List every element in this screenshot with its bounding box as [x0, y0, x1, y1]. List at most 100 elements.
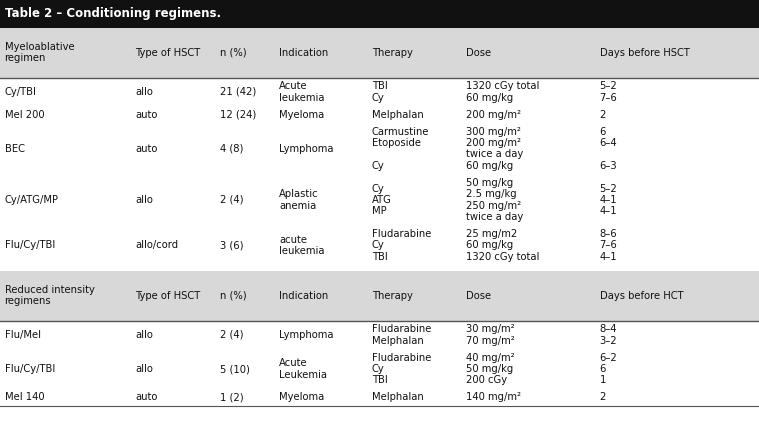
Bar — [0, 174, 759, 225]
Text: regimens: regimens — [5, 296, 51, 306]
Text: Cy: Cy — [372, 93, 385, 103]
Text: 4 (8): 4 (8) — [220, 144, 244, 154]
Text: 250 mg/m²: 250 mg/m² — [466, 201, 521, 211]
Text: Lymphoma: Lymphoma — [279, 330, 334, 340]
Text: 2 (4): 2 (4) — [220, 330, 244, 340]
Text: TBI: TBI — [372, 252, 388, 262]
Text: BEC: BEC — [5, 144, 24, 154]
Text: 140 mg/m²: 140 mg/m² — [466, 392, 521, 402]
Text: 40 mg/m²: 40 mg/m² — [466, 353, 515, 363]
Text: allo: allo — [135, 364, 153, 374]
Text: Cy: Cy — [372, 240, 385, 250]
Text: Myeloma: Myeloma — [279, 392, 325, 402]
Text: allo/cord: allo/cord — [135, 240, 178, 250]
Text: 4–1: 4–1 — [600, 195, 617, 205]
Text: Cy: Cy — [372, 184, 385, 194]
Text: 6–4: 6–4 — [600, 138, 617, 148]
Text: Cy: Cy — [372, 364, 385, 374]
Text: regimen: regimen — [5, 53, 46, 63]
Text: Dose: Dose — [466, 291, 491, 301]
Text: 7–6: 7–6 — [600, 240, 617, 250]
Text: 12 (24): 12 (24) — [220, 110, 257, 120]
Text: Table 2 – Conditioning regimens.: Table 2 – Conditioning regimens. — [5, 7, 222, 20]
Text: 200 mg/m²: 200 mg/m² — [466, 110, 521, 120]
Text: 6–3: 6–3 — [600, 161, 617, 171]
Text: Fludarabine: Fludarabine — [372, 353, 431, 363]
Text: 60 mg/kg: 60 mg/kg — [466, 240, 513, 250]
Text: ATG: ATG — [372, 195, 392, 205]
Text: allo: allo — [135, 195, 153, 205]
Text: Fludarabine: Fludarabine — [372, 229, 431, 239]
Text: 70 mg/m²: 70 mg/m² — [466, 336, 515, 346]
Text: 4–1: 4–1 — [600, 252, 617, 262]
Text: leukemia: leukemia — [279, 93, 325, 103]
Text: Type of HSCT: Type of HSCT — [135, 48, 200, 58]
Text: 4–1: 4–1 — [600, 206, 617, 216]
Text: Leukemia: Leukemia — [279, 370, 327, 380]
Text: 300 mg/m²: 300 mg/m² — [466, 127, 521, 137]
Text: acute: acute — [279, 235, 307, 245]
Text: 60 mg/kg: 60 mg/kg — [466, 93, 513, 103]
Text: twice a day: twice a day — [466, 212, 523, 222]
Text: 200 mg/m²: 200 mg/m² — [466, 138, 521, 148]
Text: 25 mg/m2: 25 mg/m2 — [466, 229, 518, 239]
Text: Therapy: Therapy — [372, 48, 413, 58]
Bar — [0, 225, 759, 265]
Text: 3 (6): 3 (6) — [220, 240, 244, 250]
Text: Therapy: Therapy — [372, 291, 413, 301]
Text: 1: 1 — [600, 375, 606, 385]
Bar — [0, 0, 759, 28]
Text: 30 mg/m²: 30 mg/m² — [466, 324, 515, 334]
Text: 5–2: 5–2 — [600, 184, 617, 194]
Text: 2.5 mg/kg: 2.5 mg/kg — [466, 189, 517, 199]
Bar — [0, 349, 759, 389]
Text: 1320 cGy total: 1320 cGy total — [466, 81, 540, 91]
Text: 6: 6 — [600, 364, 606, 374]
Bar — [0, 271, 759, 321]
Text: allo: allo — [135, 87, 153, 97]
Text: MP: MP — [372, 206, 386, 216]
Text: 2: 2 — [600, 392, 606, 402]
Text: n (%): n (%) — [220, 48, 247, 58]
Text: 5 (10): 5 (10) — [220, 364, 250, 374]
Text: 2: 2 — [600, 110, 606, 120]
Bar — [0, 321, 759, 349]
Text: Type of HSCT: Type of HSCT — [135, 291, 200, 301]
Text: Melphalan: Melphalan — [372, 336, 424, 346]
Text: allo: allo — [135, 330, 153, 340]
Text: Myeloablative: Myeloablative — [5, 42, 74, 52]
Text: Mel 140: Mel 140 — [5, 392, 44, 402]
Text: Reduced intensity: Reduced intensity — [5, 285, 94, 295]
Text: Flu/Mel: Flu/Mel — [5, 330, 40, 340]
Text: Lymphoma: Lymphoma — [279, 144, 334, 154]
Text: 8–6: 8–6 — [600, 229, 617, 239]
Text: 8–4: 8–4 — [600, 324, 617, 334]
Text: TBI: TBI — [372, 375, 388, 385]
Text: auto: auto — [135, 144, 157, 154]
Text: Carmustine: Carmustine — [372, 127, 430, 137]
Text: 5–2: 5–2 — [600, 81, 617, 91]
Text: Aplastic: Aplastic — [279, 189, 319, 199]
Bar — [0, 389, 759, 406]
Bar — [0, 123, 759, 174]
Text: 1 (2): 1 (2) — [220, 392, 244, 402]
Text: n (%): n (%) — [220, 291, 247, 301]
Text: Cy/TBI: Cy/TBI — [5, 87, 36, 97]
Text: Fludarabine: Fludarabine — [372, 324, 431, 334]
Text: Cy/ATG/MP: Cy/ATG/MP — [5, 195, 58, 205]
Text: 3–2: 3–2 — [600, 336, 617, 346]
Text: Cy: Cy — [372, 161, 385, 171]
Text: Indication: Indication — [279, 48, 329, 58]
Text: leukemia: leukemia — [279, 246, 325, 256]
Text: 6–2: 6–2 — [600, 353, 617, 363]
Bar — [0, 106, 759, 123]
Text: 60 mg/kg: 60 mg/kg — [466, 161, 513, 171]
Text: Flu/Cy/TBI: Flu/Cy/TBI — [5, 364, 55, 374]
Text: auto: auto — [135, 110, 157, 120]
Text: twice a day: twice a day — [466, 149, 523, 160]
Text: 50 mg/kg: 50 mg/kg — [466, 364, 513, 374]
Text: TBI: TBI — [372, 81, 388, 91]
Text: Days before HCT: Days before HCT — [600, 291, 683, 301]
Text: Melphalan: Melphalan — [372, 392, 424, 402]
Text: 200 cGy: 200 cGy — [466, 375, 507, 385]
